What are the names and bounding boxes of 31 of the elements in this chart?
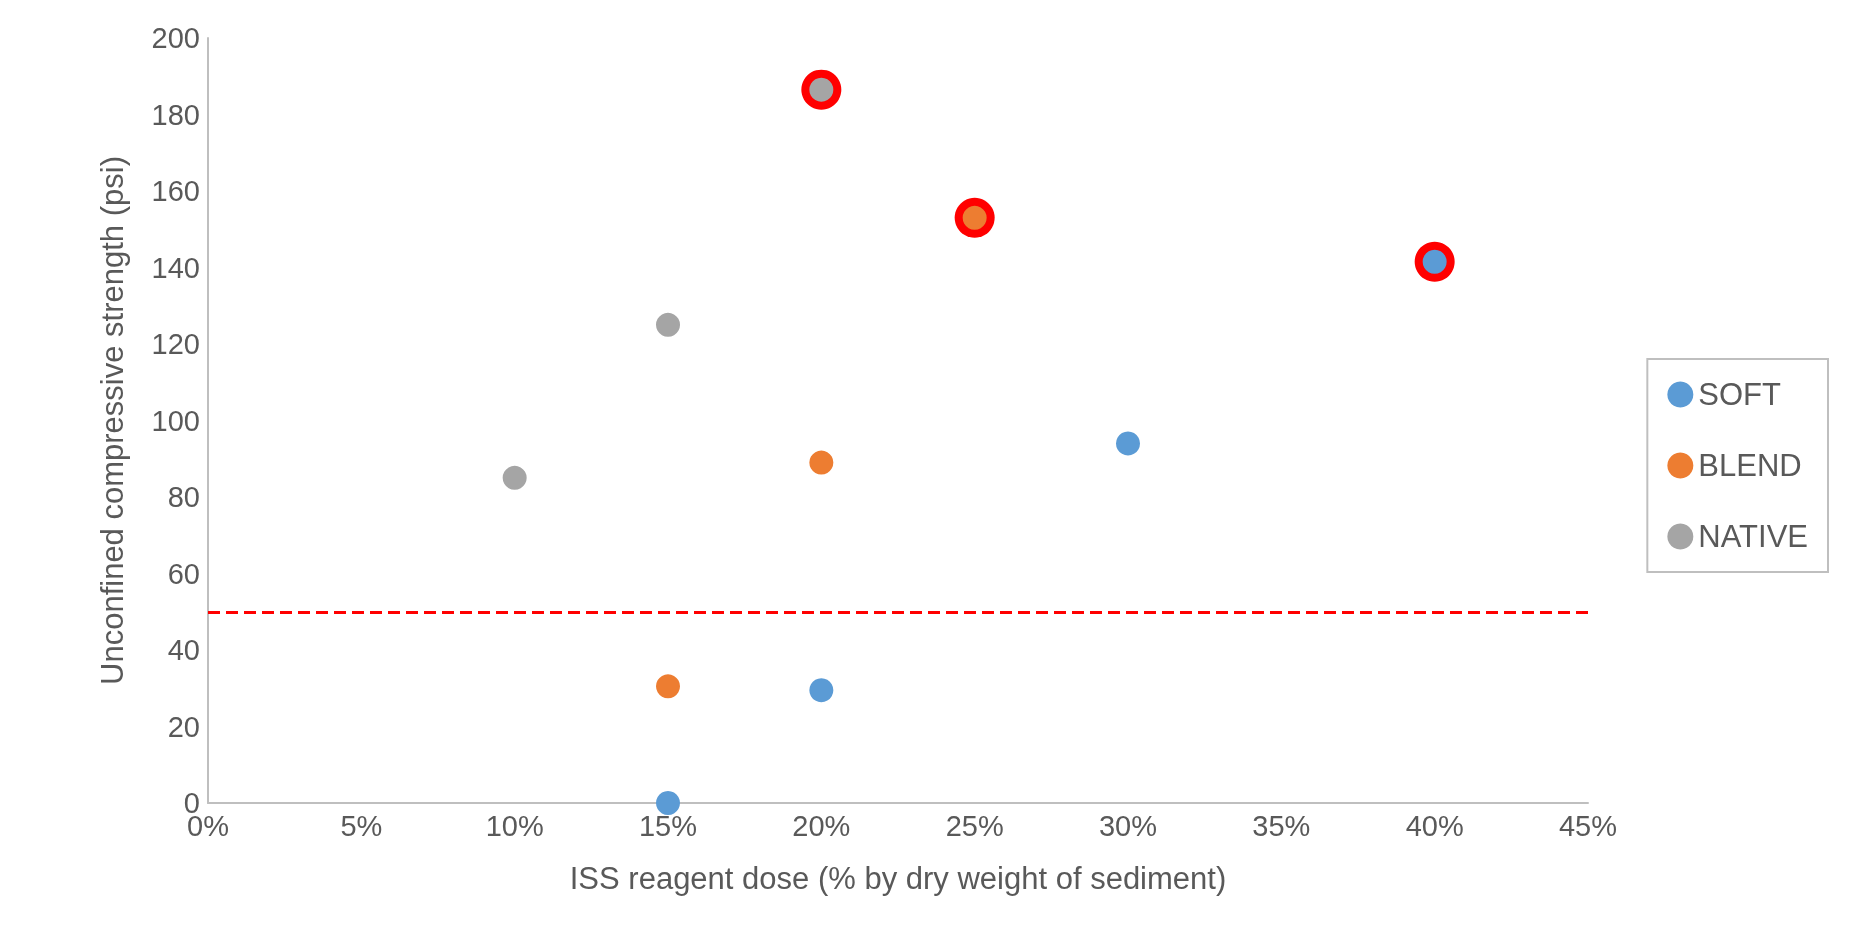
x-axis-title: ISS reagent dose (% by dry weight of sediment) — [569, 861, 1227, 896]
x-tick-label: 15% — [638, 809, 698, 842]
y-axis-title: Unconfined compressive strength (psi) — [95, 156, 130, 685]
x-tick-label: 10% — [485, 809, 544, 842]
x-tick-label: 20% — [792, 809, 851, 842]
legend-label: NATIVE — [1698, 519, 1809, 554]
y-tick-label: 200 — [151, 22, 200, 54]
point — [1116, 431, 1140, 456]
y-tick-label: 100 — [151, 404, 200, 437]
point — [656, 791, 680, 815]
x-tick-label: 25% — [945, 809, 1004, 842]
legend-label: SOFT — [1698, 377, 1782, 412]
point — [809, 450, 834, 475]
y-tick-label: 20 — [167, 710, 200, 743]
point — [809, 678, 834, 703]
x-tick-label: 30% — [1098, 809, 1158, 842]
x-tick-label: 40% — [1405, 809, 1464, 842]
y-tick-label: 60 — [167, 557, 200, 590]
x-tick-label: 35% — [1252, 809, 1311, 842]
y-tick-label: 180 — [151, 98, 200, 131]
point — [656, 674, 680, 699]
y-tick-label: 40 — [167, 634, 200, 666]
point — [502, 465, 527, 490]
x-tick-label: 45% — [1558, 809, 1618, 842]
x-tick-label: 5% — [340, 809, 383, 842]
y-tick-label: 120 — [151, 328, 200, 360]
y-tick-label: 160 — [151, 175, 200, 207]
legend-label: BLEND — [1698, 448, 1802, 483]
point — [656, 312, 680, 337]
y-tick-label: 140 — [151, 251, 200, 284]
y-tick-label: 80 — [167, 481, 200, 513]
